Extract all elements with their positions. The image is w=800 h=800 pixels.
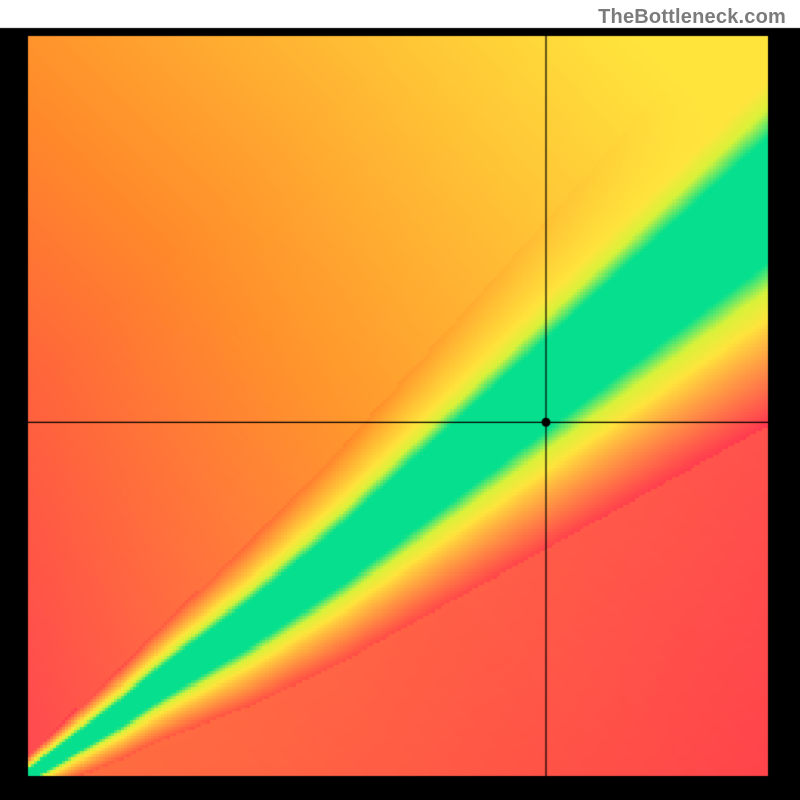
watermark-text: TheBottleneck.com — [598, 6, 786, 29]
bottleneck-heatmap — [0, 0, 800, 800]
page-root: { "watermark": "TheBottleneck.com", "cha… — [0, 0, 800, 800]
